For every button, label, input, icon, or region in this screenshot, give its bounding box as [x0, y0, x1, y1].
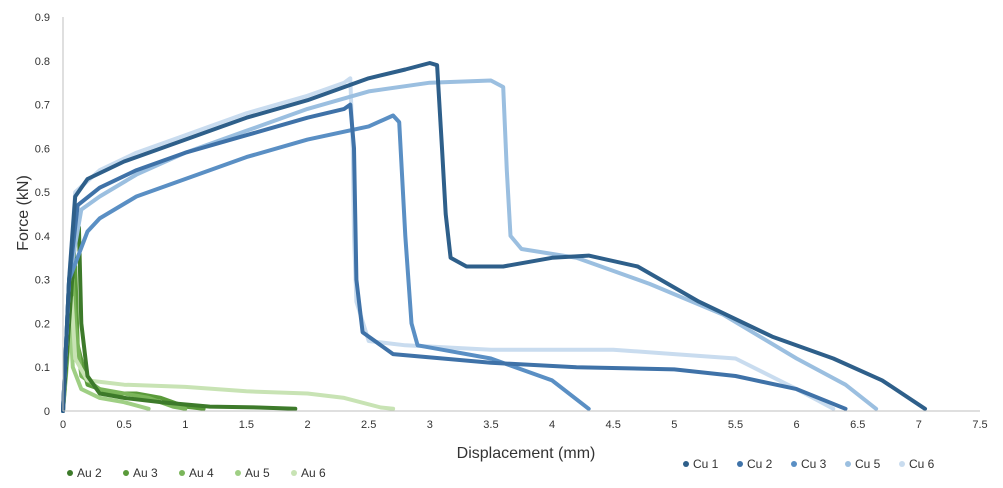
y-tick-label: 0.2: [35, 318, 50, 330]
y-tick-label: 0.7: [35, 100, 50, 112]
legend-marker-au-6: [291, 470, 297, 476]
x-tick-label: 7.5: [972, 419, 987, 431]
legend-marker-cu-2: [737, 461, 743, 467]
legend-marker-au-4: [179, 470, 185, 476]
legend-marker-cu-5: [845, 461, 851, 467]
y-tick-label: 0: [44, 406, 50, 418]
x-tick-label: 1: [182, 419, 188, 431]
y-axis-title: Force (kN): [15, 175, 32, 251]
y-tick-labels: 0 0.1 0.2 0.3 0.4 0.5 0.6 0.7 0.8 0.9: [35, 12, 50, 418]
legend-marker-au-2: [67, 470, 73, 476]
series-line-cu-5: [61, 78, 879, 413]
y-tick-label: 0.3: [35, 275, 50, 287]
legend-cu: Cu 1 Cu 2 Cu 3 Cu 5 Cu 6: [683, 457, 935, 471]
legend-au: Au 2 Au 3 Au 4 Au 5 Au 6: [67, 466, 326, 480]
y-tick-label: 0.4: [35, 231, 50, 243]
x-tick-label: 4.5: [606, 419, 621, 431]
legend-marker-cu-6: [899, 461, 905, 467]
x-tick-label: 3: [427, 419, 433, 431]
x-tick-label: 4: [549, 419, 555, 431]
y-tick-label: 0.6: [35, 143, 50, 155]
x-tick-label: 0: [60, 419, 66, 431]
x-tick-label: 2.5: [361, 419, 376, 431]
legend-marker-au-3: [123, 470, 129, 476]
legend-label-cu-1: Cu 1: [693, 457, 719, 471]
legend-label-cu-5: Cu 5: [855, 457, 881, 471]
x-axis-title: Displacement (mm): [457, 445, 596, 462]
legend-label-au-3: Au 3: [133, 466, 158, 480]
y-tick-label: 0.8: [35, 56, 50, 68]
series-line-cu-1: [61, 61, 927, 413]
legend-marker-au-5: [235, 470, 241, 476]
x-tick-label: 3.5: [483, 419, 498, 431]
legend-marker-cu-3: [791, 461, 797, 467]
legend-label-au-4: Au 4: [189, 466, 214, 480]
y-tick-label: 0.1: [35, 362, 50, 374]
y-tick-label: 0.5: [35, 187, 50, 199]
x-tick-label: 0.5: [116, 419, 131, 431]
legend-label-au-5: Au 5: [245, 466, 270, 480]
legend-label-au-2: Au 2: [77, 466, 102, 480]
x-tick-label: 2: [304, 419, 310, 431]
legend-marker-cu-1: [683, 461, 689, 467]
x-tick-label: 5: [671, 419, 677, 431]
x-tick-label: 7: [916, 419, 922, 431]
plot-lines: [61, 61, 927, 413]
legend-label-cu-2: Cu 2: [747, 457, 773, 471]
series-line-cu-2: [61, 102, 848, 413]
x-tick-labels: 0 0.5 1 1.5 2 2.5 3 3.5 4 4.5 5 5.5 6 6.5 7 7.5: [60, 419, 988, 431]
y-tick-label: 0.9: [35, 12, 50, 24]
legend-label-au-6: Au 6: [301, 466, 326, 480]
series-line-cu-3: [61, 113, 591, 413]
x-tick-label: 5.5: [728, 419, 743, 431]
x-tick-label: 6.5: [850, 419, 865, 431]
legend-label-cu-3: Cu 3: [801, 457, 827, 471]
x-tick-label: 6: [794, 419, 800, 431]
legend-label-cu-6: Cu 6: [909, 457, 935, 471]
x-tick-label: 1.5: [239, 419, 254, 431]
